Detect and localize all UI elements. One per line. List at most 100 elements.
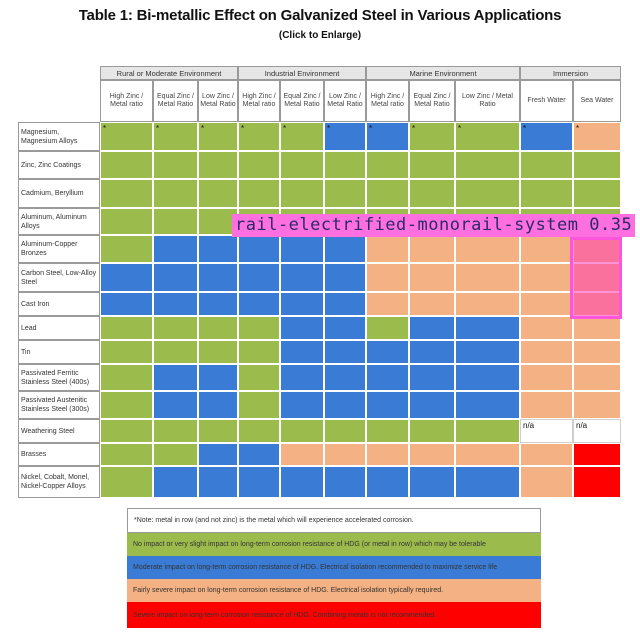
data-cell [238, 443, 280, 466]
data-cell [100, 179, 153, 208]
data-cell [520, 263, 573, 292]
row-label: Cadmium, Beryllium [18, 179, 100, 208]
data-cell [455, 179, 520, 208]
column-header: Equal Zinc / Metal Ratio [280, 80, 324, 122]
data-cell [573, 443, 621, 466]
row-label: Aluminum, Aluminum Alloys [18, 208, 100, 235]
data-cell: n/a [520, 419, 573, 443]
data-cell [198, 179, 238, 208]
data-cell [100, 316, 153, 340]
data-cell [409, 179, 455, 208]
data-cell [238, 179, 280, 208]
data-cell [280, 391, 324, 419]
data-cell [198, 340, 238, 364]
data-cell [455, 316, 520, 340]
data-cell [238, 391, 280, 419]
data-cell [573, 151, 621, 179]
data-cell [100, 340, 153, 364]
data-cell [324, 466, 366, 498]
data-cell [409, 364, 455, 391]
data-cell [573, 364, 621, 391]
data-cell [238, 419, 280, 443]
data-cell [366, 391, 409, 419]
data-cell: * [520, 122, 573, 151]
data-cell [238, 151, 280, 179]
column-header: Equal Zinc / Metal Ratio [153, 80, 198, 122]
data-cell [366, 364, 409, 391]
data-cell [280, 151, 324, 179]
data-cell [366, 292, 409, 316]
data-cell [409, 151, 455, 179]
row-label: Zinc, Zinc Coatings [18, 151, 100, 179]
data-cell: * [455, 122, 520, 151]
click-to-enlarge-link[interactable]: (Click to Enlarge) [278, 30, 362, 41]
data-cell [366, 151, 409, 179]
data-cell [324, 292, 366, 316]
data-cell [238, 466, 280, 498]
data-cell [238, 316, 280, 340]
data-cell [366, 235, 409, 263]
data-cell [198, 443, 238, 466]
data-cell [238, 364, 280, 391]
data-cell [573, 340, 621, 364]
column-header: Equal Zinc / Metal Ratio [409, 80, 455, 122]
data-cell [153, 151, 198, 179]
row-label: Magnesium, Magnesium Alloys [18, 122, 100, 151]
data-cell [409, 391, 455, 419]
data-cell [198, 235, 238, 263]
data-cell: * [366, 122, 409, 151]
data-cell [366, 179, 409, 208]
data-cell [409, 340, 455, 364]
data-cell [455, 263, 520, 292]
data-cell [153, 364, 198, 391]
data-cell [520, 364, 573, 391]
data-cell [100, 292, 153, 316]
data-cell [324, 151, 366, 179]
data-cell [153, 419, 198, 443]
legend-note: *Note: metal in row (and not zinc) is th… [127, 508, 541, 533]
data-cell [280, 443, 324, 466]
legend-red: Severe impact on long-term corrosion res… [127, 602, 541, 628]
data-cell [153, 292, 198, 316]
column-header: Low Zinc / Metal Ratio [455, 80, 520, 122]
data-cell [409, 292, 455, 316]
data-cell: * [324, 122, 366, 151]
row-label: Passivated Ferritic Stainless Steel (400… [18, 364, 100, 391]
data-cell: * [280, 122, 324, 151]
column-header: Fresh Water [520, 80, 573, 122]
data-cell [100, 443, 153, 466]
data-cell [280, 340, 324, 364]
data-cell [153, 263, 198, 292]
data-cell [238, 263, 280, 292]
data-cell [100, 263, 153, 292]
data-cell [238, 340, 280, 364]
legend-orange: Fairly severe impact on long-term corros… [127, 579, 541, 602]
detection-label: rail-electrified-monorail-system 0.35 [232, 214, 636, 237]
data-cell [324, 263, 366, 292]
data-cell [280, 364, 324, 391]
data-cell [100, 235, 153, 263]
data-cell [573, 179, 621, 208]
row-label: Tin [18, 340, 100, 364]
data-cell [153, 316, 198, 340]
data-cell [455, 340, 520, 364]
data-cell [198, 151, 238, 179]
data-cell [280, 419, 324, 443]
data-cell [366, 443, 409, 466]
data-cell [280, 292, 324, 316]
group-header: Immersion [520, 66, 621, 80]
data-cell: * [100, 122, 153, 151]
data-cell [366, 263, 409, 292]
data-cell [100, 466, 153, 498]
column-header: High Zinc / Metal ratio [238, 80, 280, 122]
data-cell [280, 263, 324, 292]
data-cell [153, 391, 198, 419]
data-cell [455, 292, 520, 316]
data-cell [198, 466, 238, 498]
data-cell [455, 443, 520, 466]
data-cell [324, 179, 366, 208]
data-cell [455, 391, 520, 419]
data-cell [366, 340, 409, 364]
data-cell [198, 316, 238, 340]
row-label: Brasses [18, 443, 100, 466]
